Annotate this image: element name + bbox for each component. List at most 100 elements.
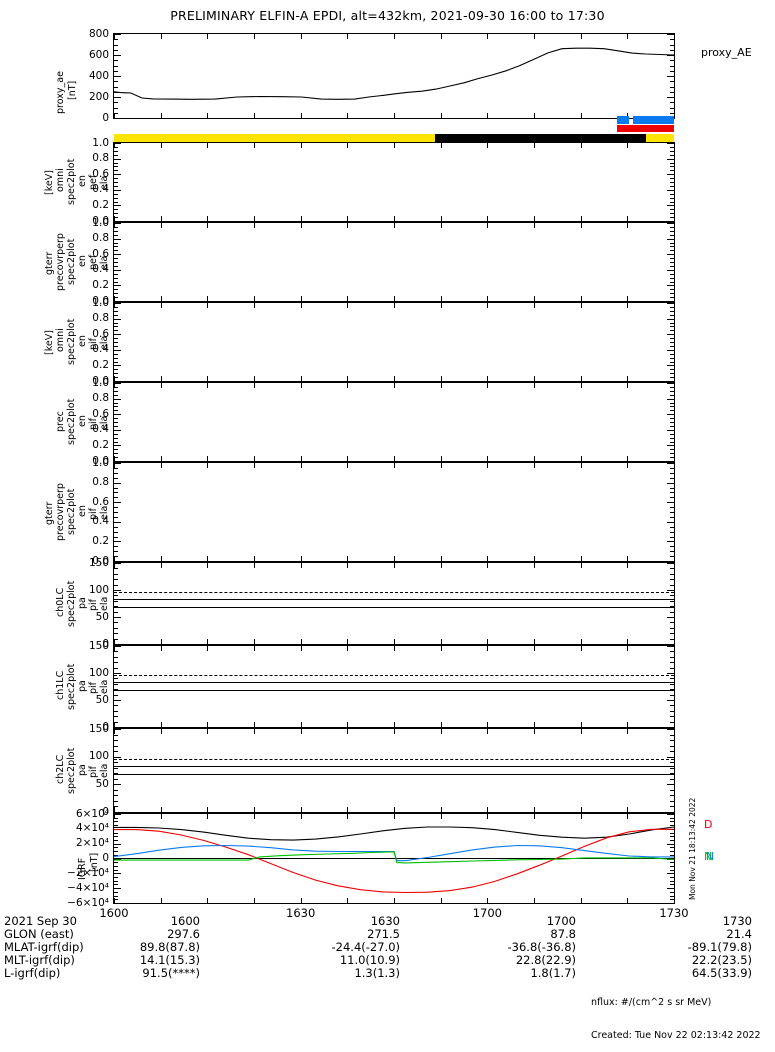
x-tickmark bbox=[394, 223, 395, 228]
blue-bar-small bbox=[617, 116, 629, 124]
x-tickmark bbox=[207, 807, 208, 812]
x-tickmark bbox=[207, 729, 208, 734]
x-tickmark bbox=[627, 639, 628, 644]
x-tickmark bbox=[161, 303, 162, 308]
x-tickmark bbox=[347, 296, 348, 301]
igrf-ytick-label: −6×10⁴ bbox=[67, 896, 109, 909]
ela-pif-en-spec2plot-omni-tickmarks bbox=[114, 303, 674, 382]
ela-pif-en-spec2plot-prec-ytick-label: 0.2 bbox=[92, 438, 109, 451]
x-tickmark bbox=[161, 646, 162, 651]
ela-pif-en-spec2plot-omni-ytick-label: 0.6 bbox=[92, 327, 109, 340]
info-row: MLAT-igrf(dip) 89.8(87.8) -24.4(-27.0) -36.… bbox=[4, 941, 771, 954]
igrf-tickmarks bbox=[114, 814, 674, 904]
x-tickmark bbox=[394, 898, 395, 903]
panel-xticks bbox=[114, 563, 675, 644]
info-cell: 297.6 bbox=[167, 927, 200, 941]
x-tickmark bbox=[114, 722, 115, 727]
x-tickmark bbox=[114, 556, 115, 561]
panel-stack: 1.0 0.8 0.6 0.4 0.2 0.0 ela pef en spec2plot omni[… bbox=[44, 137, 675, 817]
loss-cone-dashed-line bbox=[114, 758, 674, 760]
ela-pif-pa-spec2plot-ch0LC-ytick-label: 150 bbox=[88, 556, 109, 569]
x-tickmark bbox=[254, 563, 255, 568]
info-cell: 1.8(1.7) bbox=[530, 966, 576, 980]
x-tickmark bbox=[301, 216, 302, 221]
loss-cone-dashed-line bbox=[114, 592, 674, 594]
igrf-legend-N: N bbox=[704, 850, 713, 863]
ela-pif-en-spec2plot-omni-ytick-label: 0.2 bbox=[92, 358, 109, 371]
ela-pif-pa-spec2plot-ch1LC-label-word: ela bbox=[99, 679, 110, 695]
igrf-xticks bbox=[114, 814, 675, 903]
x-tickmark bbox=[301, 898, 302, 903]
x-tickmark bbox=[347, 303, 348, 308]
info-row: L-igrf(dip) 91.5(****) 1.3(1.3) 1.8(1.7) 64.… bbox=[4, 967, 771, 980]
proxy-ae-panel bbox=[113, 33, 675, 119]
x-tickmark bbox=[441, 729, 442, 734]
x-tickmark bbox=[534, 814, 535, 819]
x-tickmark bbox=[674, 383, 675, 388]
x-tickmark bbox=[347, 646, 348, 651]
x-tickmark bbox=[534, 563, 535, 568]
ela-pif-en-spec2plot-prec-tickmarks bbox=[114, 383, 674, 462]
red-bar bbox=[617, 125, 674, 132]
x-tickmark bbox=[394, 722, 395, 727]
ela-pif-en-spec2plot-precovrperp-gterr-ytick-label: 0.8 bbox=[92, 476, 109, 489]
x-tickmark bbox=[207, 563, 208, 568]
x-tickmark bbox=[674, 563, 675, 568]
ela-pif-en-spec2plot-precovrperp-gterr-label-word: ela bbox=[99, 505, 110, 520]
x-tickmark bbox=[207, 296, 208, 301]
igrf-ytick-label: 0 bbox=[102, 852, 109, 864]
x-tickmark bbox=[301, 463, 302, 468]
igrf-trace-D-red bbox=[114, 828, 674, 894]
x-tickmark bbox=[301, 113, 302, 118]
ela-pif-en-spec2plot-prec-ytick-label: 0.8 bbox=[92, 392, 109, 405]
x-tickmark bbox=[347, 376, 348, 381]
x-tickmark bbox=[534, 639, 535, 644]
ela-pif-pa-spec2plot-ch2LC-ytick-label: 150 bbox=[88, 722, 109, 735]
x-tickmark bbox=[674, 376, 675, 381]
x-tickmark bbox=[114, 814, 115, 819]
x-tickmark bbox=[347, 143, 348, 148]
info-row: 2021 Sep 30 1600 1630 1700 1730 bbox=[4, 915, 771, 928]
x-tickmark bbox=[674, 556, 675, 561]
x-tickmark bbox=[161, 113, 162, 118]
proxy-ae-ytick-label: 800 bbox=[88, 27, 109, 40]
x-tickmark bbox=[441, 456, 442, 461]
x-tickmark bbox=[394, 376, 395, 381]
x-tickmark bbox=[627, 722, 628, 727]
ela-pif-en-spec2plot-omni-ytick-label: 1.0 bbox=[92, 296, 109, 309]
x-tickmark bbox=[394, 807, 395, 812]
ela-pif-en-spec2plot-precovrperp-gterr-ytick-label: 0.2 bbox=[92, 534, 109, 547]
x-tickmark bbox=[487, 563, 488, 568]
x-tickmark bbox=[627, 456, 628, 461]
x-tickmark bbox=[347, 113, 348, 118]
x-tickmark bbox=[487, 463, 488, 468]
x-tickmark bbox=[114, 34, 115, 39]
x-tickmark bbox=[347, 807, 348, 812]
ela-pef-en-spec2plot-omni-label-word: en bbox=[77, 175, 88, 188]
panel-ela-pif-pa-spec2plot-ch0LC bbox=[113, 562, 675, 645]
x-tickmark bbox=[674, 113, 675, 118]
x-tickmark bbox=[581, 303, 582, 308]
ela-pif-pa-spec2plot-ch2LC-label-word: ela bbox=[99, 763, 110, 779]
x-tickmark bbox=[674, 807, 675, 812]
x-tickmark bbox=[207, 383, 208, 388]
panel-xticks bbox=[114, 383, 675, 461]
x-tickmark bbox=[207, 646, 208, 651]
info-cell: 1600 bbox=[170, 914, 200, 928]
ela-pef-en-spec2plot-precovrperp-gterr-label-word: spec2plot bbox=[66, 239, 77, 286]
x-tickmark bbox=[487, 807, 488, 812]
x-tickmark bbox=[207, 303, 208, 308]
x-tickmark bbox=[394, 383, 395, 388]
info-cell: 271.5 bbox=[367, 927, 400, 941]
x-tickmark bbox=[301, 814, 302, 819]
ela-pif-en-spec2plot-omni-label-word: [keV] bbox=[44, 330, 55, 355]
page-title: PRELIMINARY ELFIN-A EPDI, alt=432km, 202… bbox=[170, 8, 605, 23]
proxy-ae-legend: proxy_AE bbox=[701, 46, 752, 59]
x-tickmark bbox=[487, 223, 488, 228]
ela-pif-pa-spec2plot-ch1LC-label-word: pif bbox=[88, 682, 99, 695]
x-tickmark bbox=[534, 729, 535, 734]
x-tickmark bbox=[674, 216, 675, 221]
igrf-ytick-label: 2×10⁴ bbox=[75, 837, 109, 850]
x-axis-tick-label: 1630 bbox=[286, 906, 316, 920]
x-tickmark bbox=[301, 223, 302, 228]
